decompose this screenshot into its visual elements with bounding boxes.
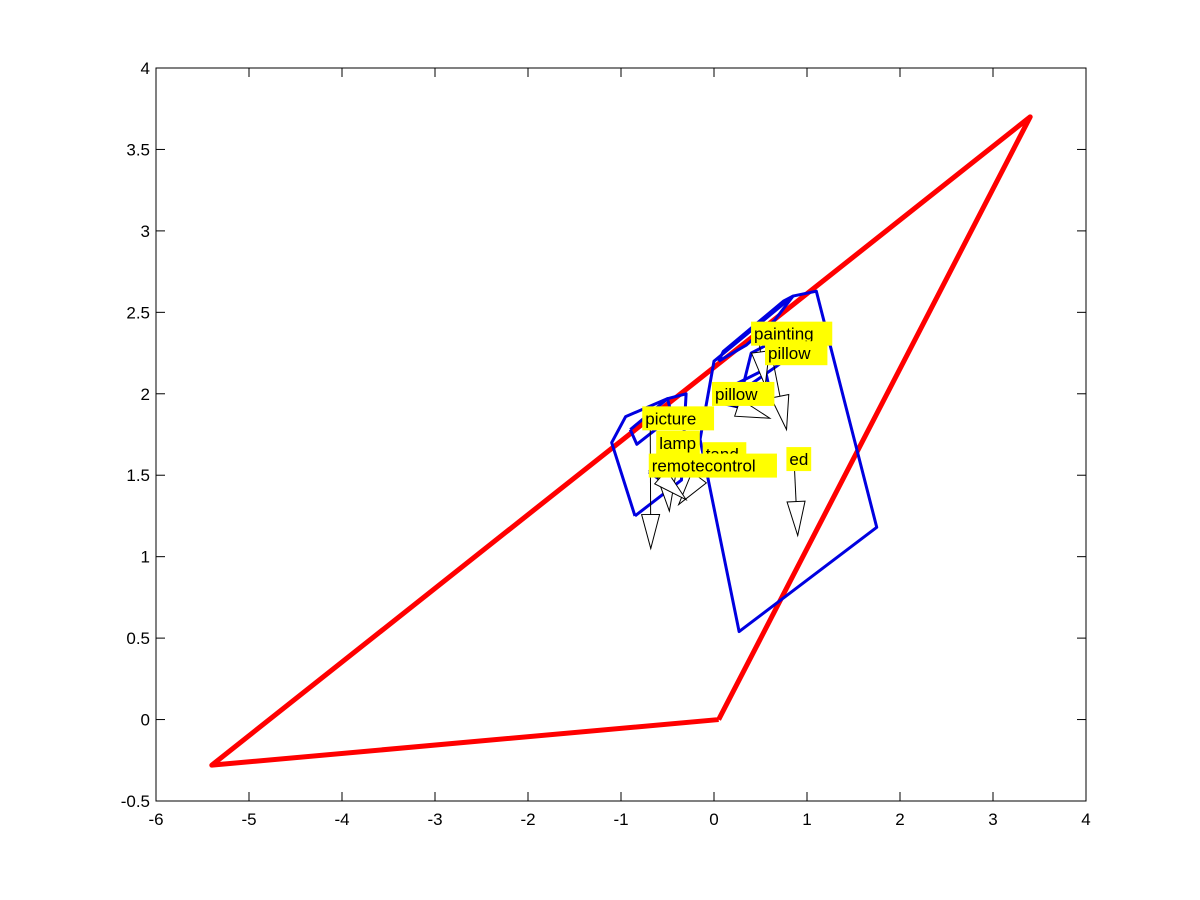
x-tick-label: -4 bbox=[334, 810, 349, 829]
x-tick-label: -3 bbox=[427, 810, 442, 829]
annotation: remotecontrol bbox=[648, 453, 777, 501]
x-tick-label: -1 bbox=[613, 810, 628, 829]
y-tick-label: 1 bbox=[141, 548, 150, 567]
y-tick-label: 4 bbox=[141, 59, 150, 78]
camera-frustum-line bbox=[209, 114, 1033, 768]
annotation-label-bg bbox=[642, 406, 715, 431]
y-tick-label: 0 bbox=[141, 711, 150, 730]
y-tick-label: 2.5 bbox=[126, 303, 150, 322]
object-outline-line bbox=[698, 289, 879, 634]
annotation-label: pillow bbox=[715, 385, 758, 404]
plot-frame bbox=[155, 67, 1087, 802]
annotation: pillow bbox=[765, 341, 828, 432]
annotation: picture bbox=[640, 406, 715, 551]
annotation-label: pillow bbox=[768, 344, 811, 363]
x-tick-label: 0 bbox=[709, 810, 718, 829]
x-tick-label: 2 bbox=[895, 810, 904, 829]
x-tick-label: -5 bbox=[241, 810, 256, 829]
annotation-label: ed bbox=[789, 450, 808, 469]
y-tick-label: 0.5 bbox=[126, 629, 150, 648]
annotation-arrow-head bbox=[770, 393, 790, 432]
x-tick-label: -6 bbox=[148, 810, 163, 829]
y-tick-label: 3 bbox=[141, 222, 150, 241]
y-tick-label: 1.5 bbox=[126, 466, 150, 485]
annotation-arrow-head bbox=[750, 350, 770, 388]
annotations-group: paintingpillowpillowpicturelamptandedrem… bbox=[640, 321, 833, 551]
annotation-label-bg bbox=[712, 381, 775, 406]
annotation-label: lamp bbox=[659, 434, 696, 453]
axis-ticks: -6 -5 -4 -3 -2 -1 0 1 2 3 4 -0.5 0 0.5 1 1.5 2 2.5 3 3.5 4 bbox=[121, 59, 1091, 829]
object-outline-line bbox=[717, 294, 795, 363]
annotation-label: painting bbox=[754, 325, 814, 344]
annotation-arrow-head bbox=[786, 500, 806, 538]
annotation-label: picture bbox=[645, 409, 696, 428]
annotation-label: remotecontrol bbox=[652, 457, 756, 476]
x-tick-label: 4 bbox=[1081, 810, 1090, 829]
y-tick-label: 3.5 bbox=[126, 140, 150, 159]
annotation-label-bg bbox=[656, 430, 700, 455]
annotation-label-bg bbox=[648, 453, 777, 478]
annotation: ed bbox=[786, 447, 812, 538]
annotation-arrow-head bbox=[640, 513, 661, 551]
annotation-label-bg bbox=[786, 447, 812, 472]
annotation: pillow bbox=[712, 381, 775, 419]
annotation: lamp bbox=[656, 430, 700, 514]
x-tick-label: 1 bbox=[802, 810, 811, 829]
y-tick-label: 2 bbox=[141, 385, 150, 404]
x-tick-label: -2 bbox=[520, 810, 535, 829]
x-tick-label: 3 bbox=[988, 810, 997, 829]
y-tick-label: -0.5 bbox=[121, 792, 150, 811]
annotation-label-bg bbox=[765, 341, 828, 366]
